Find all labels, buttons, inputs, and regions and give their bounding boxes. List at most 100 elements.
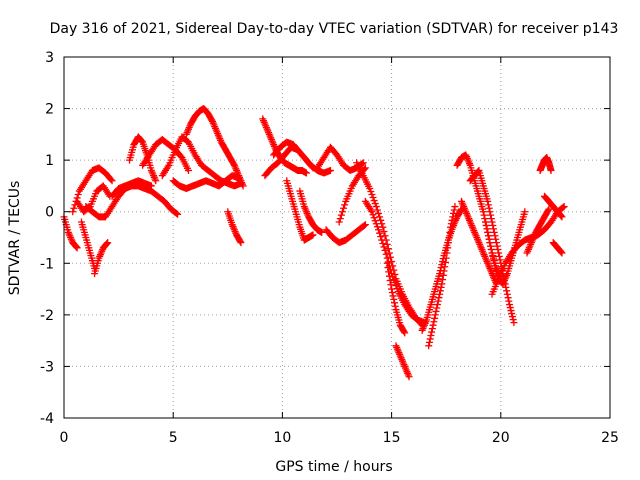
data-point: [370, 214, 378, 222]
series-arc16: [270, 138, 317, 172]
data-point: [495, 252, 503, 260]
data-point: [103, 240, 111, 248]
data-point: [558, 213, 566, 221]
data-point: [370, 197, 378, 205]
y-tick-label: 2: [45, 102, 54, 118]
data-point: [425, 342, 433, 350]
data-point: [376, 213, 384, 221]
data-point: [440, 267, 448, 275]
data-point: [104, 239, 112, 247]
data-point: [442, 254, 450, 262]
data-point: [369, 211, 377, 219]
data-point: [382, 250, 390, 258]
data-point: [428, 325, 436, 333]
data-point: [508, 313, 516, 321]
data-point: [447, 223, 455, 231]
data-point: [509, 316, 517, 324]
data-point: [391, 302, 399, 310]
data-point: [385, 249, 393, 257]
data-point: [495, 249, 503, 257]
data-point: [172, 209, 180, 217]
series-arc26: [418, 205, 465, 334]
series-arc6: [82, 182, 182, 221]
data-point: [446, 228, 454, 236]
data-point: [138, 137, 146, 145]
series-arc12: [182, 105, 247, 190]
data-point: [439, 271, 447, 279]
data-point: [336, 215, 344, 223]
y-tick-label: 1: [45, 153, 54, 169]
data-point: [439, 276, 447, 284]
data-point: [386, 276, 394, 284]
y-tick-label: -1: [40, 256, 54, 272]
data-point: [376, 229, 384, 237]
plot-frame: [63, 56, 611, 419]
data-point: [360, 221, 368, 229]
data-point: [428, 328, 436, 336]
data-point: [438, 280, 446, 288]
data-point: [340, 204, 348, 212]
data-point: [486, 208, 494, 216]
data-point: [335, 218, 343, 226]
data-point: [503, 287, 511, 295]
data-point: [479, 208, 487, 216]
data-point: [208, 116, 216, 124]
series-arc7: [108, 177, 155, 200]
data-point: [483, 225, 491, 233]
data-point: [505, 297, 513, 305]
data-point: [374, 209, 382, 217]
data-point: [380, 243, 388, 251]
data-point: [373, 206, 381, 214]
data-point: [503, 290, 511, 298]
data-point: [487, 242, 495, 250]
data-point: [436, 290, 444, 298]
data-point: [359, 159, 367, 167]
x-tick-label: 0: [60, 430, 69, 446]
data-point: [152, 177, 160, 185]
data-point: [385, 268, 393, 276]
data-point: [387, 281, 395, 289]
data-point: [358, 160, 366, 168]
data-point: [384, 264, 392, 272]
y-tick-label: -4: [40, 411, 54, 427]
data-point: [108, 177, 116, 185]
series-arc25: [392, 342, 413, 381]
data-point: [544, 206, 552, 214]
data-marks: [60, 105, 568, 381]
data-point: [444, 244, 452, 252]
y-tick-label: -2: [40, 308, 54, 324]
data-point: [504, 294, 512, 302]
data-point: [557, 212, 565, 220]
data-point: [429, 321, 437, 329]
series-arc34: [536, 154, 555, 174]
data-point: [374, 226, 382, 234]
data-point: [367, 188, 375, 196]
series-arc8: [126, 133, 160, 185]
y-tick-label: 3: [45, 50, 54, 66]
data-point: [547, 166, 555, 174]
data-point: [444, 239, 452, 247]
data-point: [480, 211, 488, 219]
data-point: [496, 256, 504, 264]
data-point: [492, 235, 500, 243]
series-arc35: [540, 192, 566, 221]
x-tick-label: 10: [273, 430, 291, 446]
data-point: [488, 218, 496, 226]
data-point: [481, 215, 489, 223]
data-point: [302, 169, 310, 177]
x-tick-label: 20: [492, 430, 510, 446]
data-point: [147, 182, 155, 190]
data-point: [69, 208, 77, 216]
data-point: [318, 228, 326, 236]
series-arc36: [549, 239, 566, 257]
data-point: [388, 285, 396, 293]
data-point: [487, 211, 495, 219]
data-point: [378, 236, 386, 244]
data-point: [482, 221, 490, 229]
y-tick-label: 0: [45, 205, 54, 221]
data-point: [377, 233, 385, 241]
data-point: [447, 220, 455, 228]
data-point: [484, 201, 492, 209]
data-point: [432, 307, 440, 315]
